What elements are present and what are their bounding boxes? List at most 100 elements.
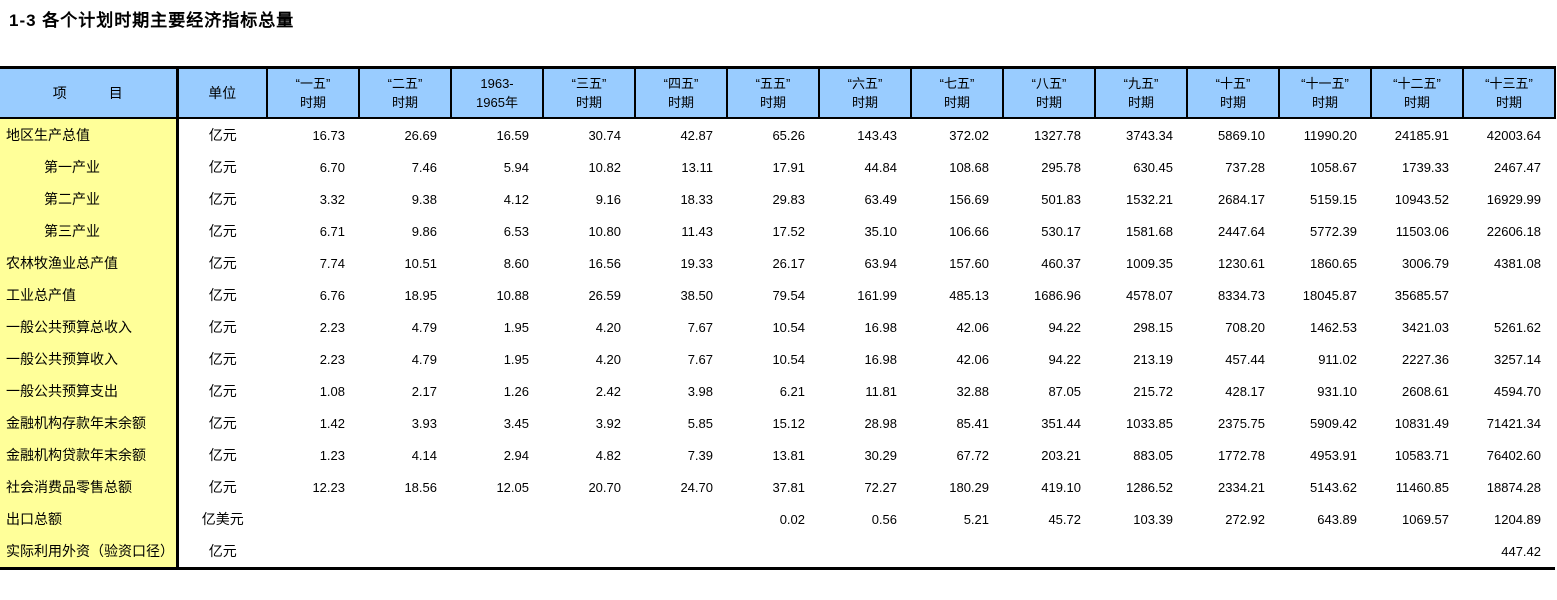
value-cell: 428.17 — [1225, 383, 1265, 399]
value-cell: 13.11 — [681, 159, 713, 175]
value-cell: 501.83 — [1041, 191, 1081, 207]
value-cell — [267, 535, 359, 569]
table-row: 实际利用外资（验资口径） 亿元 447.42 — [0, 535, 1555, 569]
value-cell: 1.42 — [319, 415, 345, 431]
value-cell: 11503.06 — [1395, 223, 1449, 239]
value-cell: 3421.03 — [1402, 319, 1449, 335]
column-header-period-5: “四五” 时期 — [635, 67, 728, 119]
value-cell: 16.59 — [496, 127, 529, 143]
row-label: 金融机构存款年末余额 — [0, 407, 179, 439]
value-cell: 485.13 — [949, 287, 989, 303]
value-cell: 35685.57 — [1394, 287, 1449, 303]
value-cell: 1327.78 — [1034, 127, 1081, 143]
value-cell: 4.79 — [411, 319, 437, 335]
value-cell: 63.94 — [864, 255, 897, 271]
value-cell: 2.17 — [411, 383, 437, 399]
value-cell: 1009.35 — [1126, 255, 1173, 271]
unit-cell: 亿美元 — [201, 511, 244, 527]
value-cell: 143.43 — [857, 127, 897, 143]
value-cell: 1.23 — [319, 447, 345, 463]
value-cell: 10.88 — [496, 287, 529, 303]
row-label: 实际利用外资（验资口径） — [0, 535, 179, 569]
value-cell: 457.44 — [1225, 351, 1265, 367]
value-cell — [1371, 535, 1463, 569]
value-cell — [727, 535, 819, 569]
value-cell — [635, 503, 727, 535]
row-label: 一般公共预算总收入 — [0, 311, 179, 343]
value-cell: 85.41 — [956, 415, 989, 431]
unit-cell: 亿元 — [208, 543, 237, 559]
value-cell: 29.83 — [772, 191, 805, 207]
value-cell: 2375.75 — [1218, 415, 1265, 431]
value-cell: 2.23 — [319, 319, 345, 335]
value-cell: 4578.07 — [1126, 287, 1173, 303]
unit-cell: 亿元 — [208, 255, 237, 271]
value-cell: 30.74 — [588, 127, 621, 143]
value-cell: 4.20 — [595, 351, 621, 367]
value-cell: 156.69 — [949, 191, 989, 207]
value-cell: 16.56 — [588, 255, 621, 271]
value-cell: 6.76 — [319, 287, 345, 303]
table-row: 工业总产值 亿元 6.76 18.95 10.88 26.59 38.50 79.54 161.… — [0, 279, 1555, 311]
value-cell: 1.95 — [503, 351, 529, 367]
value-cell: 213.19 — [1133, 351, 1173, 367]
value-cell: 72.27 — [864, 479, 897, 495]
unit-cell: 亿元 — [208, 127, 237, 143]
value-cell: 24.70 — [680, 479, 713, 495]
value-cell: 20.70 — [588, 479, 621, 495]
column-header-period-2: “二五” 时期 — [359, 67, 452, 119]
value-cell: 419.10 — [1041, 479, 1081, 495]
value-cell — [1095, 535, 1187, 569]
value-cell: 30.29 — [864, 447, 897, 463]
value-cell: 13.81 — [772, 447, 805, 463]
value-cell: 17.91 — [772, 159, 805, 175]
value-cell: 5.85 — [687, 415, 713, 431]
value-cell: 6.53 — [503, 223, 529, 239]
value-cell: 2608.61 — [1402, 383, 1449, 399]
value-cell: 18045.87 — [1302, 287, 1357, 303]
value-cell: 7.67 — [687, 319, 713, 335]
value-cell: 79.54 — [772, 287, 805, 303]
value-cell: 708.20 — [1225, 319, 1265, 335]
value-cell: 530.17 — [1041, 223, 1081, 239]
value-cell: 11990.20 — [1303, 127, 1357, 143]
value-cell: 2227.36 — [1402, 351, 1449, 367]
value-cell: 26.17 — [772, 255, 805, 271]
value-cell: 6.21 — [779, 383, 805, 399]
value-cell: 7.67 — [687, 351, 713, 367]
value-cell: 7.46 — [411, 159, 437, 175]
unit-cell: 亿元 — [208, 351, 237, 367]
value-cell: 18874.28 — [1486, 479, 1541, 495]
table-row: 社会消费品零售总额 亿元 12.23 18.56 12.05 20.70 24.70 37.8… — [0, 471, 1555, 503]
value-cell — [359, 503, 451, 535]
value-cell: 9.16 — [595, 191, 621, 207]
value-cell: 76402.60 — [1486, 447, 1541, 463]
value-cell: 16.98 — [864, 319, 897, 335]
value-cell: 10831.49 — [1394, 415, 1449, 431]
value-cell: 11460.85 — [1395, 479, 1449, 495]
row-label: 一般公共预算收入 — [0, 343, 179, 375]
value-cell: 26.69 — [404, 127, 437, 143]
value-cell: 203.21 — [1041, 447, 1081, 463]
unit-cell: 亿元 — [208, 159, 237, 175]
value-cell: 18.95 — [404, 287, 437, 303]
unit-cell: 亿元 — [208, 479, 237, 495]
value-cell — [451, 503, 543, 535]
value-cell: 10943.52 — [1394, 191, 1449, 207]
value-cell — [1279, 535, 1371, 569]
column-header-period-8: “七五” 时期 — [911, 67, 1004, 119]
value-cell: 737.28 — [1225, 159, 1265, 175]
value-cell: 35.10 — [864, 223, 897, 239]
value-cell — [1003, 535, 1095, 569]
value-cell: 372.02 — [949, 127, 989, 143]
value-cell: 1.26 — [503, 383, 529, 399]
value-cell: 911.02 — [1318, 351, 1357, 367]
table-row: 一般公共预算收入 亿元 2.23 4.79 1.95 4.20 7.67 10.54 16.98… — [0, 343, 1555, 375]
value-cell: 5869.10 — [1218, 127, 1265, 143]
value-cell: 17.52 — [772, 223, 805, 239]
value-cell: 94.22 — [1048, 319, 1081, 335]
value-cell: 106.66 — [949, 223, 989, 239]
value-cell: 3.92 — [595, 415, 621, 431]
value-cell: 16.73 — [312, 127, 345, 143]
row-label: 第三产业 — [0, 215, 179, 247]
